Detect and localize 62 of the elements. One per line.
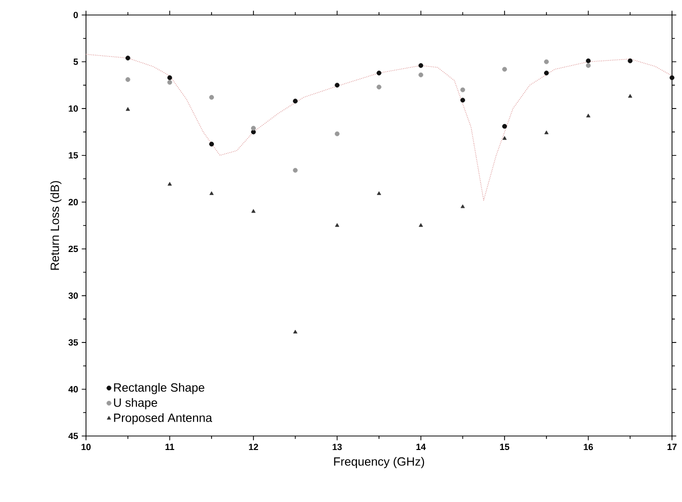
x-tick-label: 14: [416, 444, 426, 450]
x-tick-label: 17: [668, 444, 677, 450]
y-tick-label: 40: [68, 386, 78, 392]
point: [418, 63, 424, 68]
y-tick-label: 5: [74, 58, 78, 65]
point: [334, 82, 340, 88]
x-tick-label: 12: [249, 444, 258, 450]
point: [251, 130, 256, 134]
x-tick-label: 11: [166, 444, 174, 450]
point: [418, 72, 424, 78]
point: [376, 84, 382, 90]
point: [209, 94, 214, 100]
point: [586, 63, 591, 68]
point: [251, 126, 256, 131]
point: [167, 80, 172, 85]
point: [544, 70, 549, 76]
legend-label: Proposed Antenna: [114, 413, 212, 424]
point: [335, 223, 340, 227]
y-tick-label: 10: [68, 105, 78, 112]
point: [376, 70, 382, 76]
point: [460, 98, 466, 103]
point: [126, 107, 130, 111]
point: [209, 191, 214, 195]
x-tick-label: 16: [584, 444, 593, 450]
point: [670, 75, 674, 80]
y-tick-label: 30: [68, 292, 78, 299]
y-tick-label: 20: [68, 198, 78, 206]
x-tick-label: 13: [332, 444, 342, 450]
y-tick-label: 25: [68, 246, 78, 252]
point: [460, 204, 465, 208]
y-tick-label: 35: [68, 339, 78, 346]
point: [502, 136, 507, 140]
point: [544, 130, 549, 134]
y-tick-label: 0: [74, 12, 78, 18]
point: [251, 209, 256, 213]
point: [460, 87, 466, 92]
point: [125, 77, 130, 82]
point: [168, 182, 172, 186]
x-tick-label: 10: [82, 444, 91, 450]
point: [292, 98, 298, 104]
legend-label: U shape: [114, 398, 158, 410]
point: [376, 191, 382, 195]
point: [586, 114, 590, 118]
legend-label: Rectangle Shape: [114, 382, 204, 394]
point: [628, 58, 633, 64]
x-tick-label: 15: [500, 444, 510, 450]
point: [292, 168, 298, 173]
point: [418, 223, 423, 227]
point: [628, 94, 632, 98]
point: [502, 66, 507, 72]
y-tick-label: 45: [68, 432, 78, 440]
point: [209, 142, 214, 147]
point: [502, 124, 507, 129]
point: [125, 56, 130, 60]
point: [544, 59, 549, 64]
y-axis-title: Return Loss (dB): [50, 181, 62, 270]
point: [167, 75, 172, 80]
y-tick-label: 15: [68, 152, 78, 158]
point: [586, 58, 591, 64]
point: [334, 131, 340, 136]
x-axis-title: Frequency (GHz): [334, 456, 424, 468]
point: [293, 330, 298, 334]
